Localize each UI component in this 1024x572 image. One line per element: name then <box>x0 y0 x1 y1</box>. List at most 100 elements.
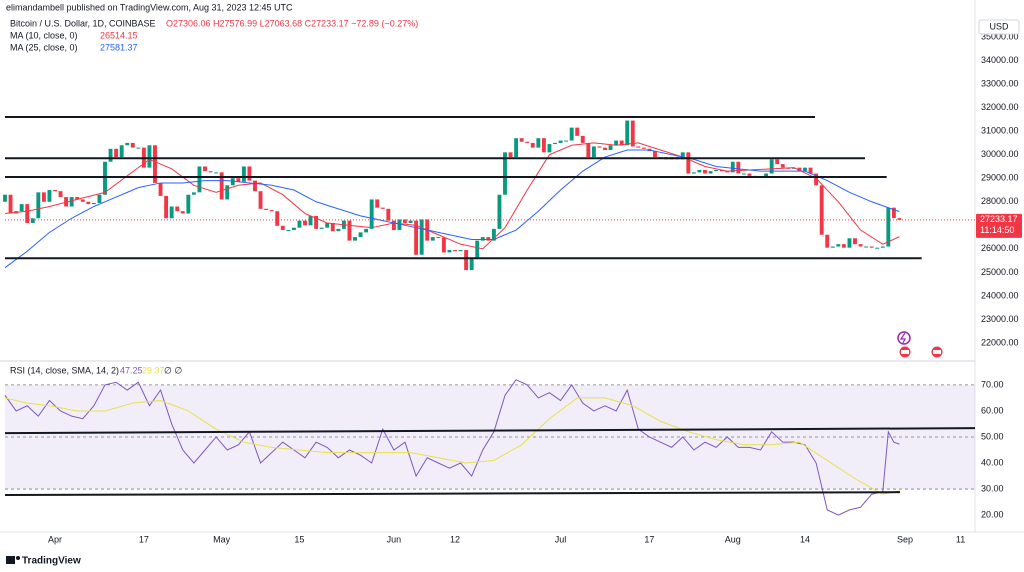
candle-body <box>403 219 407 223</box>
y-tick-label: 32000.00 <box>981 102 1019 112</box>
candle-body <box>325 222 330 228</box>
ma-legend-name: MA (25, close, 0) <box>10 42 78 52</box>
candle-body <box>247 166 252 181</box>
candle-body <box>564 140 569 142</box>
moving-average <box>4 142 900 250</box>
candle-body <box>808 167 813 174</box>
symbol-title: Bitcoin / U.S. Dollar, 1D, COINBASE <box>10 18 156 28</box>
candle-body <box>680 152 685 160</box>
x-tick-label: 12 <box>450 534 460 544</box>
candle-body <box>291 227 296 231</box>
candle-body <box>280 225 285 231</box>
candle-body <box>53 190 57 192</box>
candle-body <box>769 159 774 174</box>
candle-body <box>158 182 163 196</box>
candle-body <box>864 246 869 248</box>
rsi-value: 47.25 <box>120 365 143 375</box>
candle-body <box>653 151 657 158</box>
candle-body <box>580 135 585 143</box>
candle-body <box>114 148 119 158</box>
y-tick-label: 34000.00 <box>981 55 1019 65</box>
candle-body <box>169 206 174 219</box>
x-tick-label: 17 <box>644 534 654 544</box>
candle-body <box>336 228 341 232</box>
candle-body <box>380 207 385 209</box>
rsi-pane <box>4 379 975 516</box>
candle-body <box>625 120 630 146</box>
last-price-label: 27233.17 <box>980 214 1018 224</box>
candle-body <box>430 237 435 241</box>
y-tick-label: 22000.00 <box>981 337 1019 347</box>
trend-line <box>4 491 901 497</box>
x-tick-label: Jun <box>387 534 402 544</box>
candle-body <box>464 250 469 271</box>
candle-body <box>530 142 535 148</box>
candle-body <box>714 169 719 172</box>
candle-body <box>547 144 552 153</box>
event-bolt <box>899 332 906 344</box>
footer-brand: TradingView <box>22 556 81 567</box>
y-tick-label: 25000.00 <box>981 267 1019 277</box>
currency-box[interactable] <box>978 19 1020 35</box>
ohlc-legend: O27306.06 H27576.99 L27063.68 C27233.17 … <box>166 18 418 28</box>
candle-body <box>47 190 52 202</box>
event-flag <box>901 350 909 354</box>
candle-body <box>491 228 496 241</box>
candle-body <box>636 146 641 148</box>
candle-body <box>886 207 891 247</box>
candle-body <box>75 197 80 200</box>
candle-body <box>69 197 74 207</box>
candle-body <box>841 244 846 248</box>
y-tick-label: 31000.00 <box>981 126 1019 136</box>
x-tick-label: 17 <box>139 534 149 544</box>
logo-dot <box>16 556 20 560</box>
candle-body <box>286 230 291 232</box>
candle-body <box>525 141 530 143</box>
candle-body <box>269 210 274 212</box>
candle-body <box>875 247 880 249</box>
event-icon[interactable] <box>897 331 911 345</box>
candle-body <box>297 220 302 228</box>
candle-body <box>319 227 324 229</box>
ma-legend-name: MA (10, close, 0) <box>10 30 78 40</box>
candle-body <box>719 169 724 172</box>
candle-body <box>814 173 819 186</box>
x-tick-label: Jul <box>555 534 567 544</box>
candle-body <box>408 220 413 223</box>
candle-body <box>736 161 741 174</box>
y-tick-label: 60.00 <box>981 405 1004 415</box>
moving-average <box>4 149 900 269</box>
candle-body <box>891 207 896 219</box>
candle-body <box>686 152 691 174</box>
rsi-extra: ∅ ∅ <box>164 365 182 375</box>
candle-body <box>897 218 902 220</box>
publisher: elimandambell published on TradingView.c… <box>6 2 293 12</box>
candle-body <box>314 215 319 229</box>
footer-logo <box>6 556 20 564</box>
candle-body <box>803 167 807 172</box>
candle-body <box>164 195 169 219</box>
candle-body <box>641 147 646 149</box>
candle-body <box>869 246 874 248</box>
x-tick-label: 15 <box>294 534 304 544</box>
candle-body <box>691 172 696 174</box>
candle-body <box>130 142 135 148</box>
y-tick-label: 23000.00 <box>981 314 1019 324</box>
trend-line <box>4 427 975 435</box>
candle-body <box>553 142 557 145</box>
last-price-box <box>976 213 1022 238</box>
candle-body <box>797 167 802 172</box>
candle-body <box>764 173 769 178</box>
x-tick-label: 14 <box>800 534 810 544</box>
candle-body <box>153 145 157 183</box>
candle-body <box>791 167 796 169</box>
candle-body <box>8 194 13 214</box>
candle-body <box>447 250 452 253</box>
candle-body <box>225 185 230 200</box>
candle-body <box>741 173 746 175</box>
price-pane <box>3 116 975 271</box>
y-tick-label: 50.00 <box>981 431 1004 441</box>
candle-body <box>386 208 391 221</box>
